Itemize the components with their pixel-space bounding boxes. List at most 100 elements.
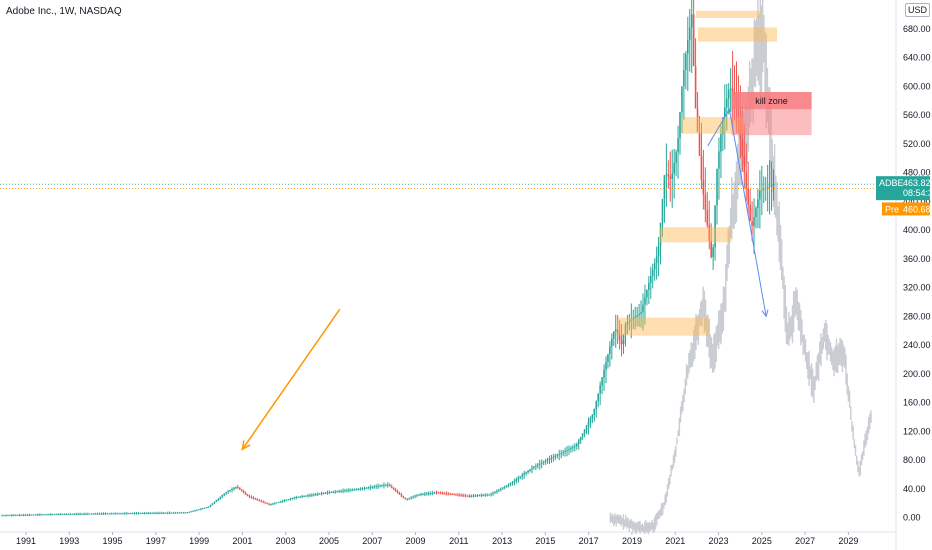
candle-body xyxy=(480,495,483,496)
candle-body xyxy=(408,497,411,499)
candle-body xyxy=(377,486,379,487)
candle-body xyxy=(466,495,469,497)
candle-body xyxy=(457,494,459,496)
candle-body xyxy=(482,495,485,496)
candle-body xyxy=(544,460,547,462)
candle-body xyxy=(659,222,662,247)
candle-body xyxy=(546,459,549,461)
candle-body xyxy=(688,27,691,41)
candle-body xyxy=(540,462,543,464)
candle-body xyxy=(429,493,432,494)
candle-body xyxy=(474,495,477,497)
candle-body xyxy=(724,107,726,117)
candle-body xyxy=(538,463,541,465)
candle-body xyxy=(237,486,239,489)
candle-body xyxy=(238,488,241,490)
price-candles xyxy=(1,0,775,517)
candle-body xyxy=(279,501,282,503)
candle-body xyxy=(114,513,116,515)
candle-body xyxy=(679,112,681,139)
x-tick-label: 2001 xyxy=(232,536,252,546)
candle-body xyxy=(334,491,337,493)
candle-body xyxy=(246,494,249,497)
candle-body xyxy=(595,401,598,410)
currency-unit-button[interactable]: USD xyxy=(905,3,931,17)
candle-body xyxy=(309,495,311,496)
candle-body xyxy=(385,484,387,486)
candle-body xyxy=(416,494,418,496)
candle-body xyxy=(686,40,689,54)
candle-body xyxy=(104,513,107,515)
candle-body xyxy=(535,465,537,467)
candle-body xyxy=(272,503,274,505)
candle-body xyxy=(690,14,693,28)
candle-body xyxy=(13,515,15,516)
candle-body xyxy=(396,491,399,494)
candle-body xyxy=(566,450,568,452)
candle-body xyxy=(143,513,146,514)
candle-body xyxy=(336,491,338,493)
candle-body xyxy=(657,246,660,257)
candle-body xyxy=(330,491,333,493)
y-tick-label: 360.00 xyxy=(903,254,931,264)
x-tick-label: 2015 xyxy=(535,536,555,546)
candle-body xyxy=(307,495,309,497)
candle-body xyxy=(683,70,685,87)
candle-body xyxy=(153,513,155,514)
candle-body xyxy=(61,514,64,515)
candle-body xyxy=(135,513,138,515)
zone-rect-3 xyxy=(681,117,745,134)
candle-body xyxy=(749,204,751,222)
candle-body xyxy=(414,495,416,497)
candle-body xyxy=(568,449,570,451)
candle-body xyxy=(9,515,11,517)
candle-body xyxy=(720,134,722,152)
candle-body xyxy=(710,240,712,258)
candle-body xyxy=(375,486,377,488)
candle-body xyxy=(770,184,773,187)
candle-body xyxy=(225,491,227,494)
candle-body xyxy=(201,508,204,510)
candle-body xyxy=(722,116,724,135)
candle-body xyxy=(207,506,210,508)
orange-arrow-head xyxy=(241,440,251,451)
candle-body xyxy=(616,329,619,335)
candle-body xyxy=(182,512,185,514)
candle-body xyxy=(155,512,157,514)
candle-body xyxy=(254,498,257,500)
candle-body xyxy=(663,175,666,199)
candle-body xyxy=(248,496,251,498)
candle-body xyxy=(527,470,529,473)
candle-body xyxy=(624,324,627,335)
candle-body xyxy=(274,502,276,504)
candle-body xyxy=(18,515,21,516)
candle-body xyxy=(71,513,74,515)
candle-body xyxy=(634,316,637,319)
candle-body xyxy=(242,491,245,494)
candle-body xyxy=(190,511,192,513)
candle-body xyxy=(186,512,189,514)
candle-body xyxy=(694,66,697,109)
candle-body xyxy=(350,489,352,491)
candle-body xyxy=(170,512,173,514)
x-tick-label: 1997 xyxy=(146,536,166,546)
candle-body xyxy=(338,491,340,492)
candle-body xyxy=(441,493,444,494)
candle-body xyxy=(305,495,307,497)
candle-body xyxy=(392,488,395,490)
candle-body xyxy=(326,492,329,494)
candle-body xyxy=(394,489,397,492)
candle-body xyxy=(747,188,749,205)
candle-body xyxy=(439,492,442,494)
candle-body xyxy=(7,515,9,517)
candle-body xyxy=(671,173,674,179)
candle-body xyxy=(418,494,420,496)
candle-body xyxy=(605,361,607,370)
candle-body xyxy=(445,493,448,495)
candle-body xyxy=(681,86,683,113)
candle-body xyxy=(759,190,761,200)
candle-body xyxy=(174,512,177,514)
candle-body xyxy=(704,194,707,210)
